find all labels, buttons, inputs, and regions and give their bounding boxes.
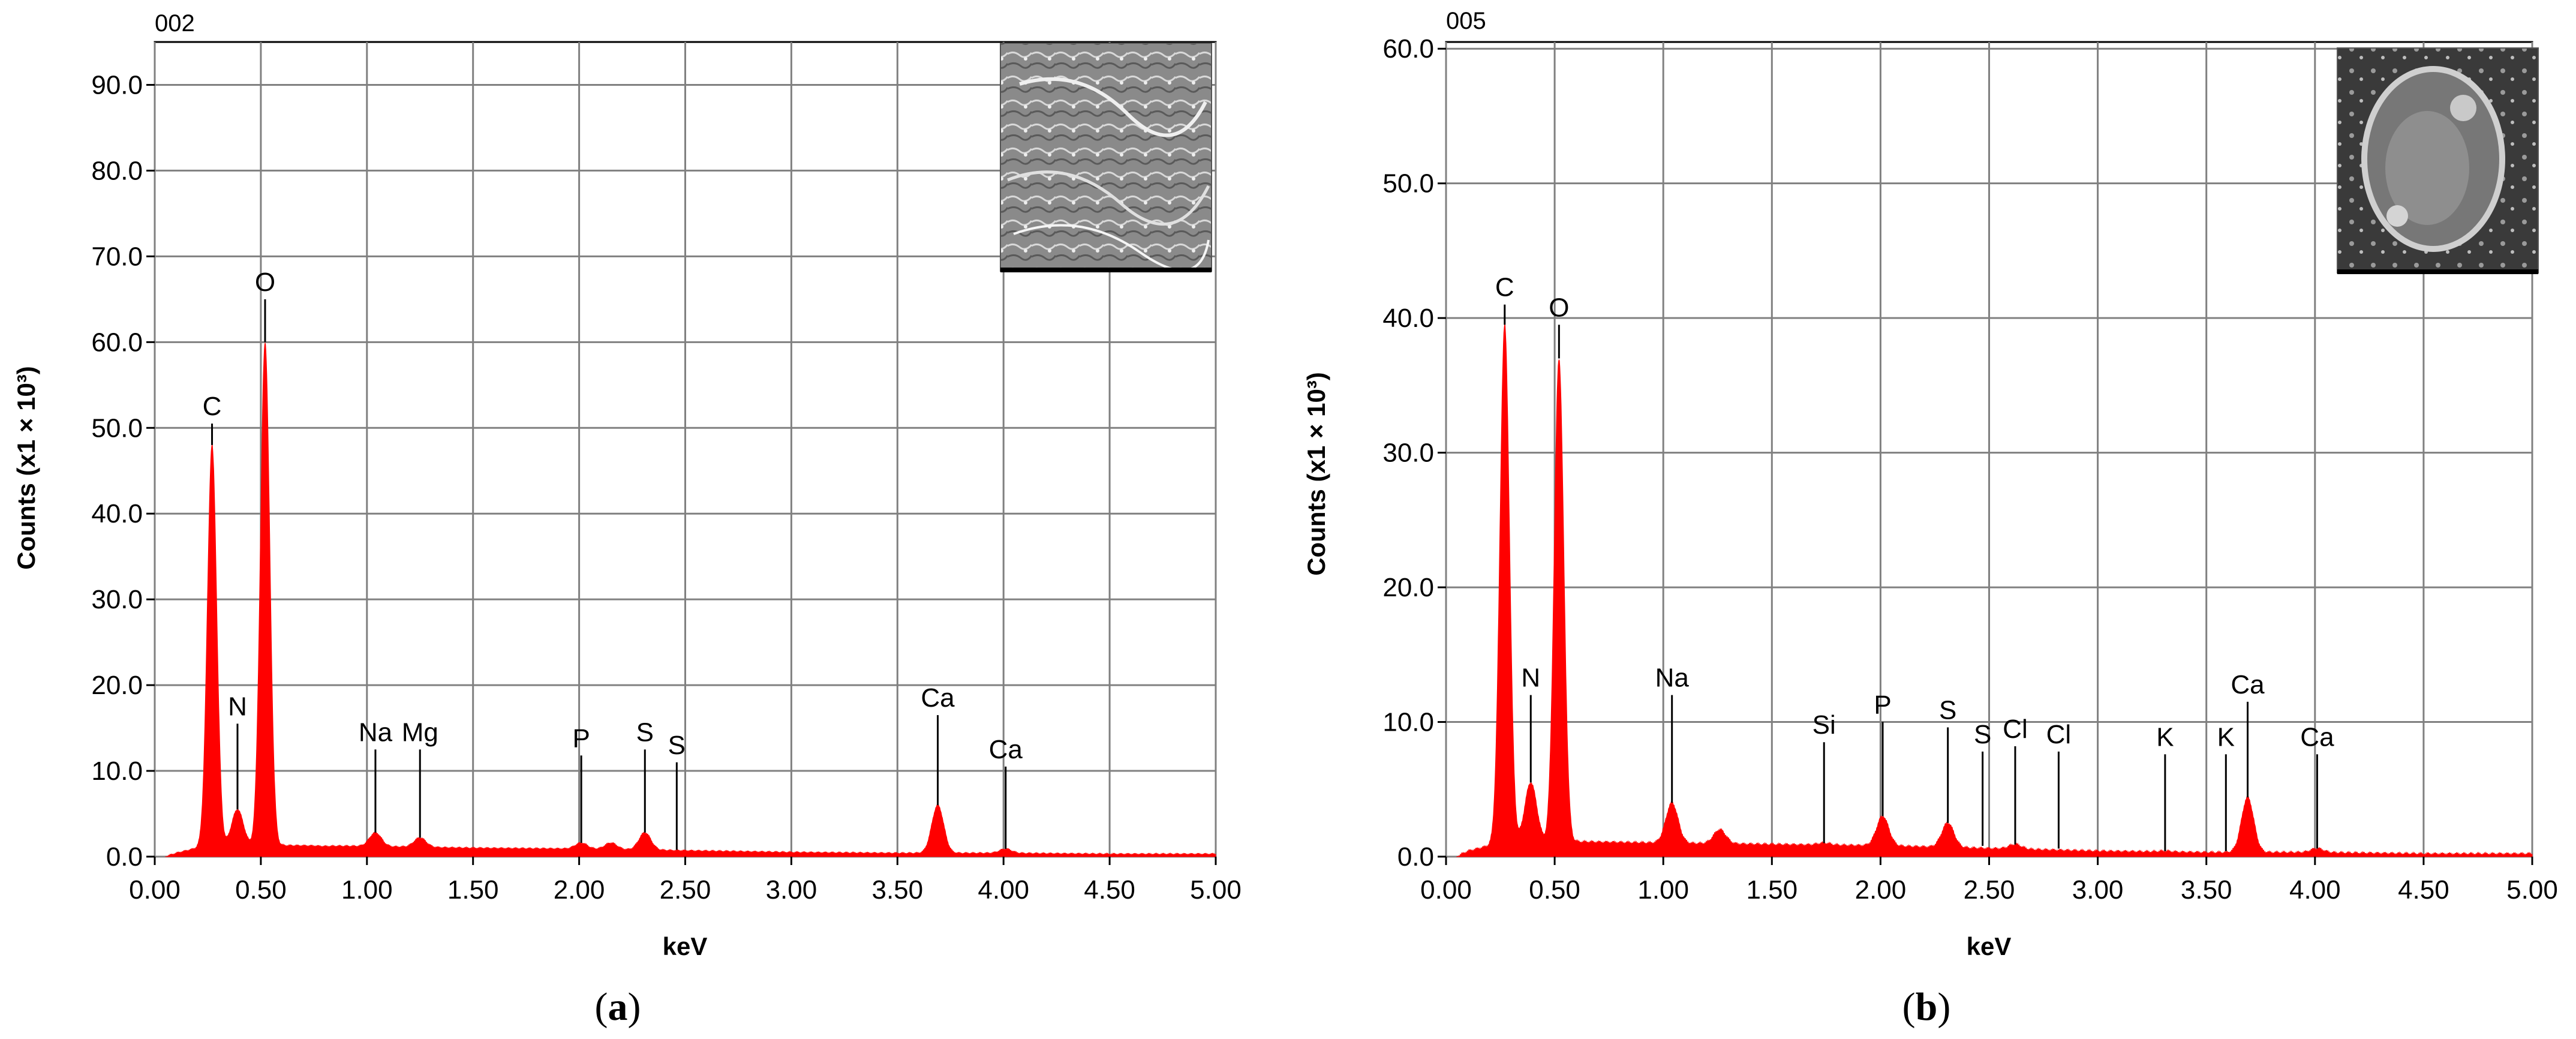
y-tick-label: 0.0 <box>106 842 143 872</box>
y-tick-label: 30.0 <box>1382 439 1434 468</box>
x-tick-label: 5.00 <box>2506 875 2558 905</box>
x-tick-label: 3.00 <box>766 875 817 905</box>
x-tick-label: 3.00 <box>2072 875 2124 905</box>
peak-label: Mg <box>402 717 438 747</box>
y-tick-label: 60.0 <box>1382 34 1434 64</box>
sem-inset-image-a <box>1000 43 1212 272</box>
x-tick-label: 4.50 <box>2398 875 2449 905</box>
peak-label: S <box>636 717 654 747</box>
peak-label: N <box>1521 663 1540 693</box>
peak-label: S <box>1974 720 1991 749</box>
spectrum-area <box>1456 323 2533 858</box>
spectrum-area <box>165 342 1216 857</box>
x-tick-label: 2.00 <box>1855 875 1907 905</box>
eds-spectrum-chart-b: C N O Na Si P SS Cl Cl K K Ca Ca 0.00 0.50 1.00 1.50 2.0… <box>1302 8 2558 1029</box>
y-tick-label: 10.0 <box>1382 708 1434 737</box>
y-tick-label: 80.0 <box>91 156 143 185</box>
y-tick-label: 40.0 <box>1382 304 1434 333</box>
x-tick-label: 4.50 <box>1084 875 1135 905</box>
peak-label: Ca <box>2300 722 2334 752</box>
sem-inset-image-b <box>2337 47 2539 274</box>
panel-caption: (a) <box>595 985 641 1029</box>
peak-label: N <box>228 692 247 721</box>
x-tick-label: 2.50 <box>1964 875 2015 905</box>
x-tick-label: 1.00 <box>341 875 393 905</box>
x-tick-label: 1.50 <box>1746 875 1798 905</box>
x-axis-title: keV <box>663 932 708 960</box>
x-tick-label: 5.00 <box>1190 875 1242 905</box>
x-tick-label: 0.00 <box>129 875 181 905</box>
x-tick-label: 0.50 <box>235 875 287 905</box>
peak-label: C <box>203 392 222 421</box>
peak-label: O <box>1549 293 1569 322</box>
peak-label: Cl <box>2003 714 2028 744</box>
peak-label: Na <box>1655 663 1690 693</box>
y-tick-label: 50.0 <box>91 413 143 443</box>
y-axis-title: Counts (x1 × 10³) <box>1302 372 1330 576</box>
panel-caption: (b) <box>1902 985 1951 1029</box>
peak-label: P <box>1874 690 1891 720</box>
y-tick-label: 30.0 <box>91 585 143 614</box>
eds-panel-b: C N O Na Si P S S Cl Cl K K Ca Ca 0.00 0.50 1.00 1.50 2.0… <box>1288 0 2575 1039</box>
peak-label: Cl <box>2046 720 2072 749</box>
x-tick-label: 0.50 <box>1529 875 1580 905</box>
peak-label: P <box>572 723 590 753</box>
y-tick-label: 50.0 <box>1382 169 1434 199</box>
peak-label: Na <box>359 717 393 747</box>
peak-label: Ca <box>989 735 1023 764</box>
peak-label: Si <box>1812 710 1836 740</box>
x-axis-title: keV <box>1967 932 2012 960</box>
panel-caption-letter: b <box>1916 985 1938 1029</box>
peak-label: C <box>1495 273 1514 302</box>
spectrum-id-label: 002 <box>155 10 195 37</box>
y-tick-label: 90.0 <box>91 70 143 100</box>
x-tick-label: 1.50 <box>447 875 499 905</box>
y-tick-label: 20.0 <box>1382 573 1434 602</box>
y-tick-label: 70.0 <box>91 242 143 271</box>
y-tick-label: 60.0 <box>91 328 143 357</box>
peak-label: K <box>2156 722 2174 752</box>
peak-label: Ca <box>2231 670 2265 699</box>
y-axis-title: Counts (x1 × 10³) <box>12 366 40 570</box>
peak-label: Ca <box>921 683 955 713</box>
peak-label: S <box>668 731 686 760</box>
y-tick-label: 20.0 <box>91 671 143 700</box>
x-tick-label: 3.50 <box>871 875 923 905</box>
x-tick-label: 1.00 <box>1637 875 1689 905</box>
x-tick-label: 0.00 <box>1420 875 1472 905</box>
peak-label: O <box>255 268 275 297</box>
x-tick-label: 3.50 <box>2181 875 2232 905</box>
eds-panel-a: C N O Na Mg P S S Ca Ca 0.00 0.50 1.00 1.50 2.00 2.50 3… <box>12 10 1242 1029</box>
x-tick-label: 4.00 <box>2289 875 2341 905</box>
eds-spectrum-chart-a: C N O Na Mg P S S Ca Ca 0.00 0.50 1.00 1.50 2.00 2.50 3… <box>12 10 1242 1029</box>
x-tick-label: 4.00 <box>978 875 1029 905</box>
spectrum-id-label: 005 <box>1446 8 1486 34</box>
y-tick-label: 10.0 <box>91 756 143 786</box>
peak-label: S <box>1939 696 1956 725</box>
y-tick-label: 40.0 <box>91 499 143 528</box>
y-tick-label: 0.0 <box>1397 842 1434 872</box>
x-tick-label: 2.00 <box>554 875 605 905</box>
peak-label: K <box>2217 722 2235 752</box>
x-tick-label: 2.50 <box>660 875 711 905</box>
panel-caption-letter: a <box>608 985 628 1029</box>
